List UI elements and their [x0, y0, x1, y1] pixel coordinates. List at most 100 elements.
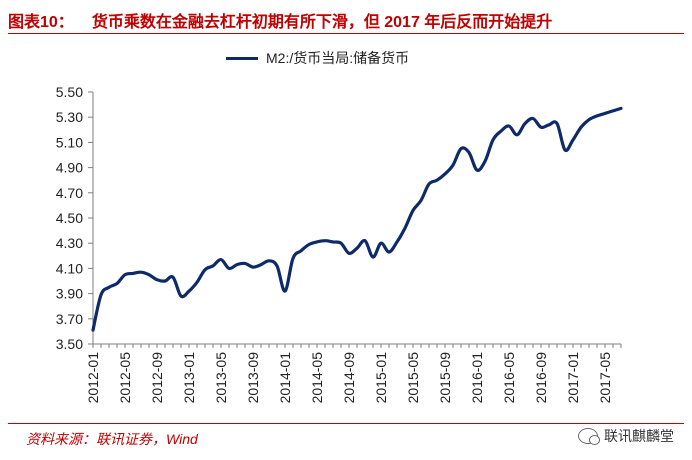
- data-point: [140, 271, 142, 274]
- y-tick-label: 5.10: [56, 134, 83, 150]
- data-point: [268, 260, 270, 262]
- watermark: 联讯麒麟堂: [578, 426, 674, 446]
- data-point: [604, 112, 606, 115]
- figure-number: 图表10：: [8, 14, 74, 31]
- data-point: [556, 122, 558, 125]
- data-point: [532, 117, 534, 120]
- plot-area: [91, 106, 623, 332]
- data-point: [436, 179, 438, 181]
- data-point: [316, 241, 318, 243]
- data-point: [324, 239, 326, 242]
- data-point: [228, 267, 230, 270]
- data-point: [380, 242, 382, 244]
- x-tick-label: 2014-09: [341, 352, 357, 404]
- legend-line-swatch: [226, 56, 258, 60]
- data-point: [540, 126, 542, 129]
- x-tick-label: 2015-01: [373, 352, 389, 404]
- data-point: [564, 149, 566, 151]
- figure-title-text: 货币乘数在金融去杠杆初期有所下滑，但 2017 年后反而开始提升: [91, 14, 553, 31]
- data-point: [356, 247, 358, 249]
- data-point: [396, 241, 398, 243]
- y-tick-label: 4.50: [56, 210, 83, 226]
- data-point: [364, 239, 366, 242]
- y-tick-label: 5.30: [56, 109, 83, 125]
- data-point: [572, 139, 574, 141]
- data-point: [100, 294, 102, 296]
- x-tick-label: 2016-09: [533, 352, 549, 404]
- y-tick-label: 4.70: [56, 185, 83, 201]
- data-point: [108, 286, 110, 289]
- data-point: [260, 263, 262, 266]
- data-point: [428, 183, 430, 185]
- data-point: [460, 147, 462, 150]
- data-point: [116, 282, 118, 285]
- data-point: [148, 273, 150, 276]
- data-point: [212, 265, 214, 267]
- x-tick-label: 2015-09: [437, 352, 453, 404]
- y-tick-label: 4.90: [56, 160, 83, 176]
- data-point: [276, 265, 278, 267]
- data-point: [412, 209, 414, 212]
- data-point: [588, 118, 590, 121]
- data-point: [612, 110, 614, 112]
- x-tick-label: 2014-01: [277, 352, 293, 404]
- x-tick-label: 2012-01: [85, 352, 101, 404]
- x-tick-label: 2013-01: [181, 352, 197, 404]
- data-point: [188, 290, 190, 292]
- y-tick-label: 3.90: [56, 286, 83, 302]
- data-point: [220, 258, 222, 261]
- x-tick-label: 2017-01: [565, 352, 581, 404]
- chart-legend: M2:/货币当局:储备货币: [226, 48, 409, 68]
- data-point: [300, 250, 302, 252]
- data-point: [484, 160, 486, 163]
- x-tick-label: 2012-05: [117, 352, 133, 404]
- data-point: [244, 262, 246, 265]
- data-point: [204, 268, 206, 271]
- y-tick-label: 4.30: [56, 235, 83, 251]
- data-point: [308, 243, 310, 246]
- x-tick-label: 2016-01: [469, 352, 485, 404]
- watermark-label: 联讯麒麟堂: [604, 428, 674, 444]
- data-point: [388, 251, 390, 253]
- data-point: [548, 124, 550, 126]
- series-line: [91, 106, 623, 332]
- data-point: [468, 151, 470, 154]
- data-point: [236, 263, 238, 266]
- data-point: [372, 256, 374, 258]
- data-point: [516, 134, 518, 136]
- y-tick-label: 5.50: [56, 84, 83, 100]
- data-point: [492, 139, 494, 141]
- data-point: [580, 126, 582, 129]
- data-point: [196, 281, 198, 284]
- data-point: [444, 173, 446, 175]
- x-tick-label: 2012-09: [149, 352, 165, 404]
- data-point: [132, 272, 134, 275]
- source-divider: [8, 423, 684, 424]
- data-point: [172, 276, 174, 279]
- data-point: [284, 290, 286, 292]
- data-point: [124, 273, 126, 276]
- x-tick-label: 2014-05: [309, 352, 325, 404]
- data-point: [508, 125, 510, 127]
- data-point: [92, 329, 94, 331]
- x-tick-label: 2016-05: [501, 352, 517, 404]
- data-point: [476, 169, 478, 171]
- data-point: [332, 241, 334, 243]
- data-point: [500, 130, 502, 132]
- y-tick-label: 4.10: [56, 260, 83, 276]
- data-point: [156, 278, 158, 281]
- wechat-icon: [578, 428, 600, 445]
- data-point: [620, 107, 622, 110]
- data-point: [404, 227, 406, 229]
- data-point: [596, 115, 598, 117]
- data-point: [180, 295, 182, 297]
- data-point: [348, 252, 350, 255]
- x-tick-label: 2017-05: [597, 352, 613, 404]
- x-tick-label: 2013-05: [213, 352, 229, 404]
- data-point: [292, 257, 294, 260]
- data-point: [252, 266, 254, 268]
- y-tick-label: 3.50: [56, 336, 83, 352]
- x-tick-label: 2015-05: [405, 352, 421, 404]
- data-point: [164, 280, 166, 282]
